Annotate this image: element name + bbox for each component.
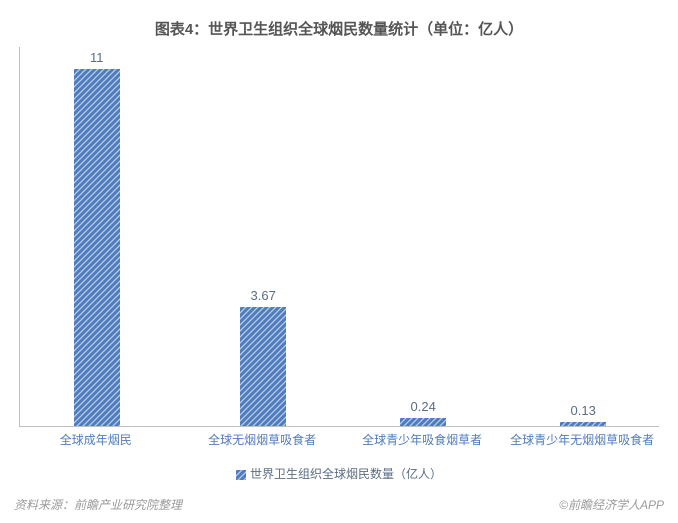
bar-slot: 0.13: [560, 403, 606, 426]
bar-value-label: 11: [90, 50, 104, 65]
bar: [400, 418, 446, 426]
x-axis-labels: 全球成年烟民 全球无烟烟草吸食者 全球青少年吸食烟草者 全球青少年无烟烟草吸食者: [19, 431, 659, 451]
bar: [240, 307, 286, 426]
bar: [74, 69, 120, 426]
source-text: 资料来源：前瞻产业研究院整理: [14, 496, 182, 513]
bar-slot: 0.24: [400, 399, 446, 426]
chart-title: 图表4：世界卫生组织全球烟民数量统计（单位：亿人）: [8, 18, 670, 39]
legend-label: 世界卫生组织全球烟民数量（亿人）: [250, 467, 442, 481]
chart-container: 图表4：世界卫生组织全球烟民数量统计（单位：亿人） 11 3.67 0.24 0.13…: [0, 0, 678, 523]
x-axis-label: 全球成年烟民: [60, 431, 132, 448]
legend-swatch: [236, 470, 246, 480]
bar-value-label: 0.24: [411, 399, 436, 414]
bar-slot: 11: [74, 50, 120, 426]
x-axis-label: 全球无烟烟草吸食者: [208, 431, 316, 448]
footer: 资料来源：前瞻产业研究院整理 ©前瞻经济学人APP: [14, 496, 664, 513]
bar-value-label: 0.13: [571, 403, 596, 418]
x-axis-label: 全球青少年无烟烟草吸食者: [510, 431, 654, 448]
bar-slot: 3.67: [240, 288, 286, 426]
plot-area: 11 3.67 0.24 0.13: [19, 47, 659, 427]
legend: 世界卫生组织全球烟民数量（亿人）: [8, 465, 670, 482]
bar-value-label: 3.67: [251, 288, 276, 303]
bar: [560, 422, 606, 426]
copyright-text: ©前瞻经济学人APP: [559, 496, 664, 513]
x-axis-label: 全球青少年吸食烟草者: [362, 431, 482, 448]
